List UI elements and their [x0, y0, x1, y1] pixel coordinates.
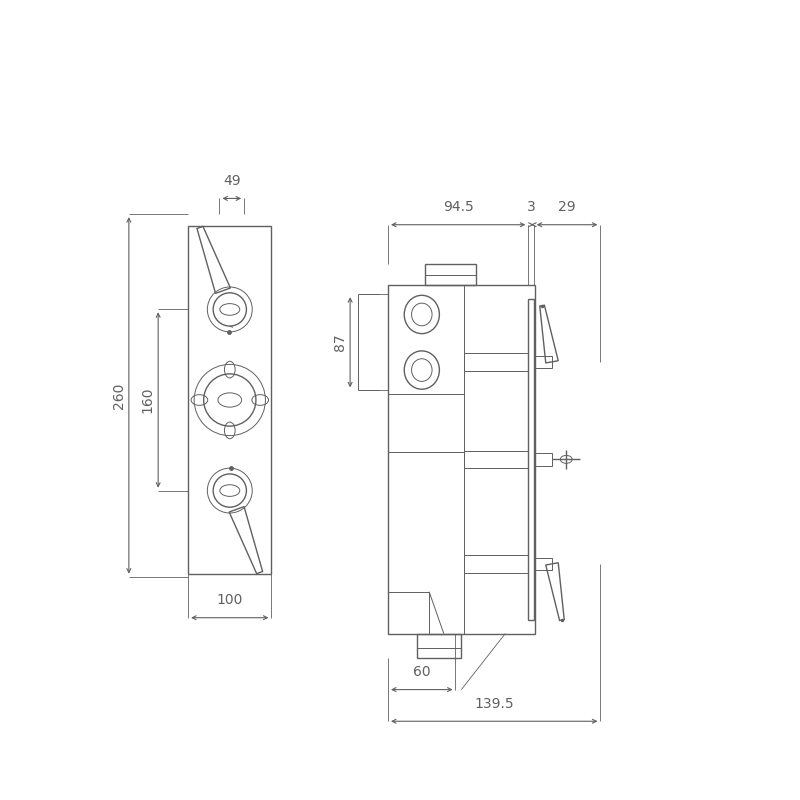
Text: 160: 160	[141, 386, 155, 414]
Bar	[388, 286, 534, 634]
Bar	[534, 355, 552, 368]
Text: 94.5: 94.5	[443, 201, 474, 214]
Text: 260: 260	[111, 382, 126, 409]
Text: 139.5: 139.5	[474, 697, 514, 711]
Text: 29: 29	[558, 201, 576, 214]
Text: 60: 60	[413, 666, 430, 679]
Text: 3: 3	[526, 201, 535, 214]
Bar	[425, 264, 476, 286]
Bar	[534, 453, 552, 466]
Bar	[188, 226, 271, 574]
Bar	[534, 558, 552, 570]
Bar	[418, 634, 462, 658]
Text: 87: 87	[333, 334, 347, 351]
Bar	[528, 299, 534, 620]
Text: 49: 49	[223, 174, 241, 188]
Text: 100: 100	[217, 594, 243, 607]
